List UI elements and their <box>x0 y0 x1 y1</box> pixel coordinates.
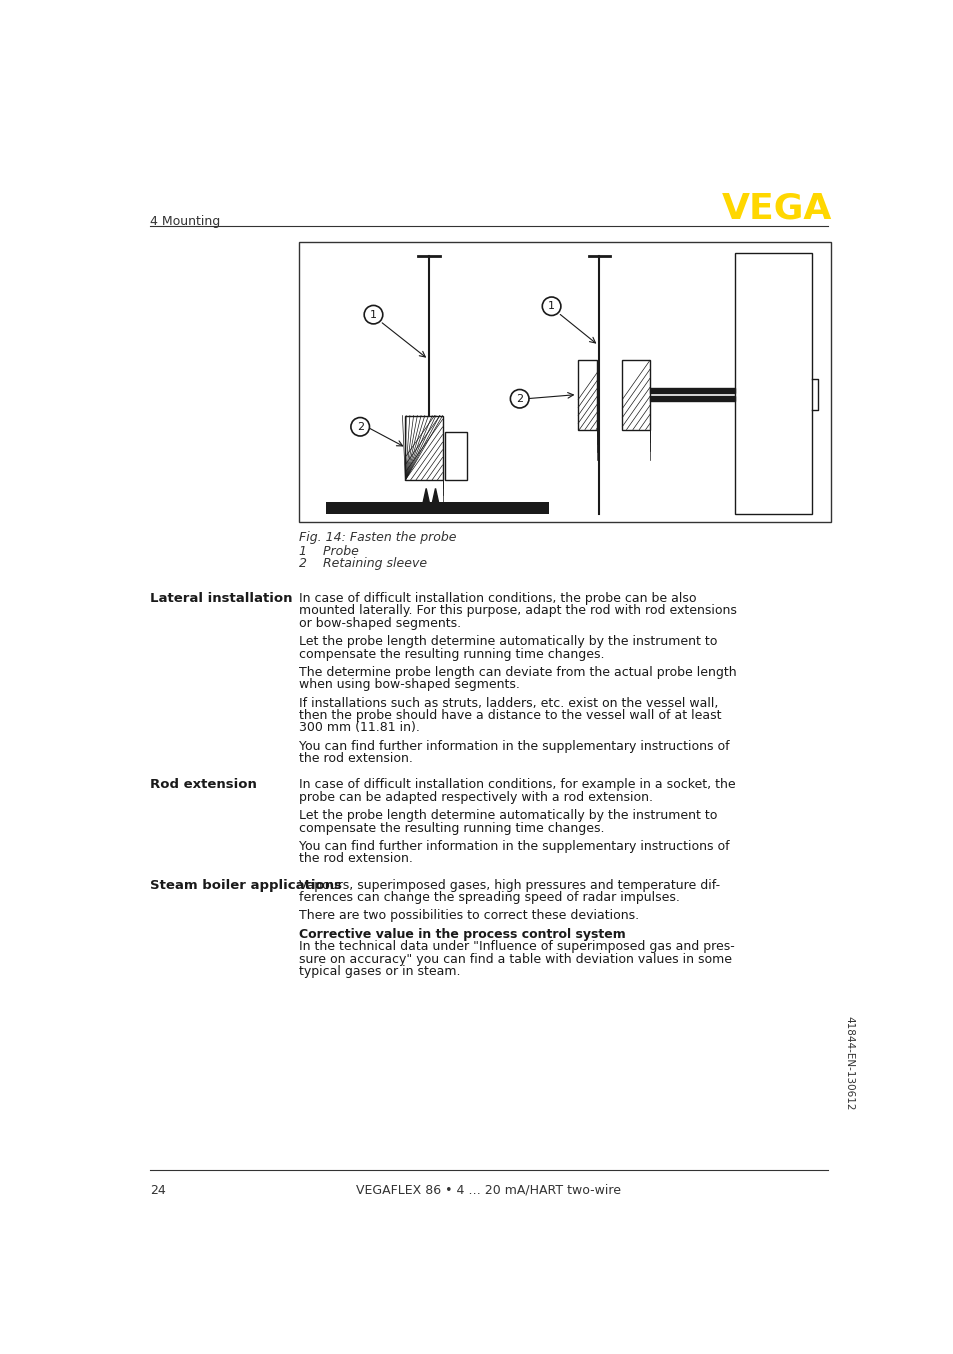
Bar <box>445 432 466 481</box>
Text: 2    Retaining sleeve: 2 Retaining sleeve <box>298 558 427 570</box>
Bar <box>578 360 597 429</box>
Text: Rod extension: Rod extension <box>150 779 257 792</box>
Bar <box>734 253 811 513</box>
Text: ferences can change the spreading speed of radar impulses.: ferences can change the spreading speed … <box>298 891 679 904</box>
Text: 2: 2 <box>356 422 363 432</box>
Circle shape <box>364 306 382 324</box>
Circle shape <box>351 417 369 436</box>
Text: when using bow-shaped segments.: when using bow-shaped segments. <box>298 678 519 692</box>
Text: compensate the resulting running time changes.: compensate the resulting running time ch… <box>298 822 604 834</box>
Text: Steam boiler applications: Steam boiler applications <box>150 879 342 891</box>
Text: typical gases or in steam.: typical gases or in steam. <box>298 965 460 978</box>
Text: 1: 1 <box>370 310 376 320</box>
Bar <box>405 416 442 481</box>
Text: 1: 1 <box>548 301 555 311</box>
Text: 2: 2 <box>516 394 522 403</box>
Polygon shape <box>432 489 438 502</box>
Text: probe can be adapted respectively with a rod extension.: probe can be adapted respectively with a… <box>298 791 653 804</box>
Text: The determine probe length can deviate from the actual probe length: The determine probe length can deviate f… <box>298 666 736 680</box>
Text: You can find further information in the supplementary instructions of: You can find further information in the … <box>298 741 729 753</box>
Text: 1    Probe: 1 Probe <box>298 546 358 558</box>
Text: VEGAFLEX 86 • 4 … 20 mA/HART two-wire: VEGAFLEX 86 • 4 … 20 mA/HART two-wire <box>356 1183 620 1197</box>
Text: You can find further information in the supplementary instructions of: You can find further information in the … <box>298 839 729 853</box>
Bar <box>298 242 830 523</box>
Text: 4 Mounting: 4 Mounting <box>150 215 220 227</box>
Text: In the technical data under "Influence of superimposed gas and pres-: In the technical data under "Influence o… <box>298 940 734 953</box>
Text: Fig. 14: Fasten the probe: Fig. 14: Fasten the probe <box>298 531 456 544</box>
Polygon shape <box>649 387 734 393</box>
Text: Vapours, superimposed gases, high pressures and temperature dif-: Vapours, superimposed gases, high pressu… <box>298 879 720 891</box>
Circle shape <box>510 390 528 408</box>
Polygon shape <box>423 489 429 502</box>
Text: In case of difficult installation conditions, for example in a socket, the: In case of difficult installation condit… <box>298 779 735 792</box>
Polygon shape <box>649 395 734 402</box>
Text: then the probe should have a distance to the vessel wall of at least: then the probe should have a distance to… <box>298 709 720 722</box>
Bar <box>621 360 649 429</box>
Bar <box>325 502 548 513</box>
Text: If installations such as struts, ladders, etc. exist on the vessel wall,: If installations such as struts, ladders… <box>298 697 718 709</box>
Text: the rod extension.: the rod extension. <box>298 753 413 765</box>
Text: 300 mm (11.81 in).: 300 mm (11.81 in). <box>298 722 419 734</box>
Text: or bow-shaped segments.: or bow-shaped segments. <box>298 617 460 630</box>
Text: Let the probe length determine automatically by the instrument to: Let the probe length determine automatic… <box>298 635 717 649</box>
Text: 41844-EN-130612: 41844-EN-130612 <box>843 1016 853 1110</box>
Text: Lateral installation: Lateral installation <box>150 592 293 605</box>
Text: the rod extension.: the rod extension. <box>298 853 413 865</box>
Text: mounted laterally. For this purpose, adapt the rod with rod extensions: mounted laterally. For this purpose, ada… <box>298 604 736 617</box>
Circle shape <box>541 297 560 315</box>
Text: Corrective value in the process control system: Corrective value in the process control … <box>298 927 625 941</box>
Text: Let the probe length determine automatically by the instrument to: Let the probe length determine automatic… <box>298 810 717 822</box>
Text: 24: 24 <box>150 1183 166 1197</box>
Text: VEGA: VEGA <box>721 192 831 226</box>
Text: sure on accuracy" you can find a table with deviation values in some: sure on accuracy" you can find a table w… <box>298 952 731 965</box>
Text: compensate the resulting running time changes.: compensate the resulting running time ch… <box>298 647 604 661</box>
Text: There are two possibilities to correct these deviations.: There are two possibilities to correct t… <box>298 910 639 922</box>
Text: In case of difficult installation conditions, the probe can be also: In case of difficult installation condit… <box>298 592 696 605</box>
